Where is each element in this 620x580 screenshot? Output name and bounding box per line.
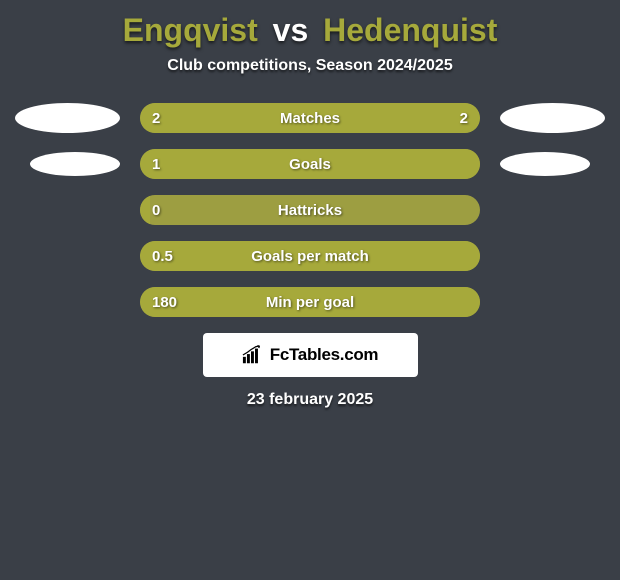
stat-bar: 180Min per goal xyxy=(140,287,480,317)
logo-box: FcTables.com xyxy=(203,333,418,377)
stat-label: Hattricks xyxy=(140,195,480,225)
date-line: 23 february 2025 xyxy=(0,391,620,409)
stat-bar: 22Matches xyxy=(140,103,480,133)
bar-left-fill xyxy=(140,195,150,225)
logo-text: FcTables.com xyxy=(270,345,379,365)
right-player-oval xyxy=(500,103,605,133)
stat-row: 22Matches xyxy=(0,103,620,133)
stat-row: 0.5Goals per match xyxy=(0,241,620,271)
stat-bar: 0Hattricks xyxy=(140,195,480,225)
bar-left-fill xyxy=(140,149,480,179)
subtitle: Club competitions, Season 2024/2025 xyxy=(0,57,620,75)
player2-name: Hedenquist xyxy=(323,12,497,48)
stat-row: 1Goals xyxy=(0,149,620,179)
stat-row: 0Hattricks xyxy=(0,195,620,225)
page-title: Engqvist vs Hedenquist xyxy=(0,0,620,49)
stat-bar: 0.5Goals per match xyxy=(140,241,480,271)
stat-rows: 22Matches 1Goals 0Hattricks 0.5Goals per ma… xyxy=(0,103,620,317)
bar-right-fill xyxy=(310,103,480,133)
stat-bar: 1Goals xyxy=(140,149,480,179)
left-player-oval xyxy=(15,103,120,133)
right-player-oval xyxy=(500,152,590,176)
stat-left-value: 0 xyxy=(152,195,160,225)
stat-row: 180Min per goal xyxy=(0,287,620,317)
player1-name: Engqvist xyxy=(123,12,258,48)
bar-left-fill xyxy=(140,241,480,271)
bar-left-fill xyxy=(140,287,480,317)
title-separator: vs xyxy=(267,12,315,49)
left-player-oval xyxy=(30,152,120,176)
barchart-icon xyxy=(242,345,264,365)
comparison-infographic: Engqvist vs Hedenquist Club competitions… xyxy=(0,0,620,580)
bar-left-fill xyxy=(140,103,310,133)
